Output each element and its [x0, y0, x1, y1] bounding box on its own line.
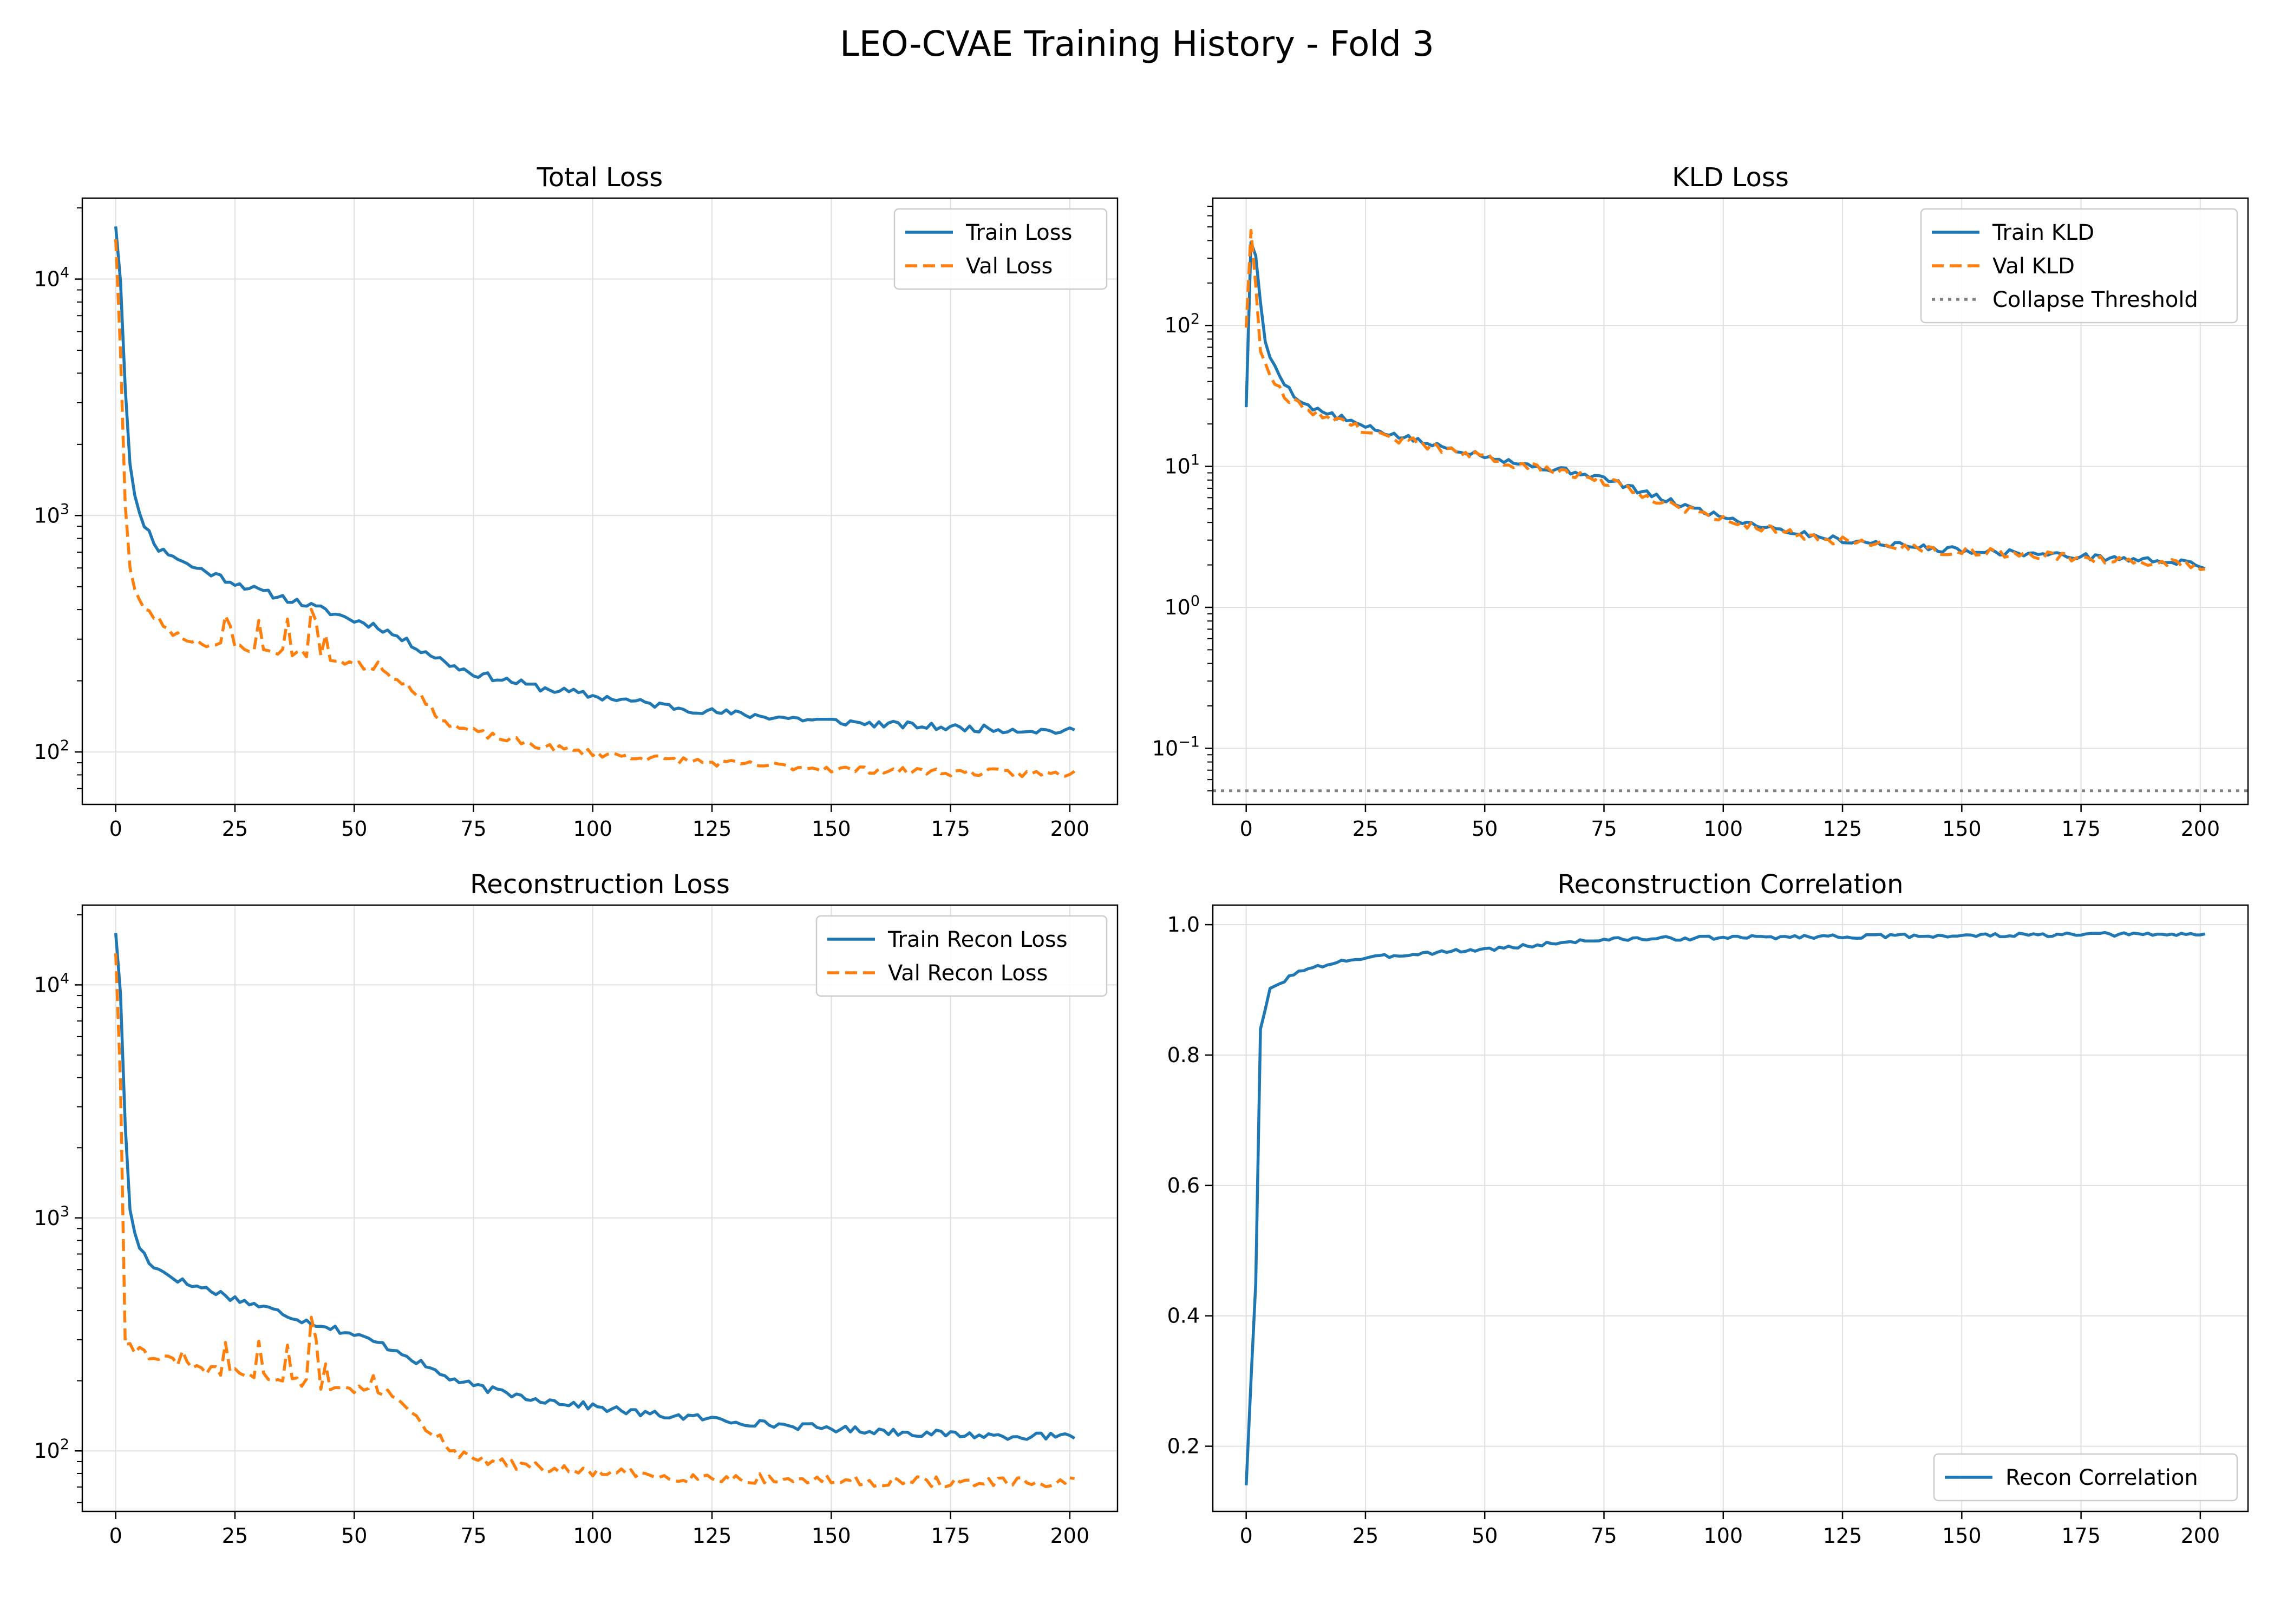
- subplot-4: 0 25 50 75 100 125 150 175 200 0.2 0.4 0.6 0.8 1.0 Rec…: [1167, 869, 2249, 1548]
- axes-frame: [81, 197, 1119, 806]
- x-tick-label: 0: [109, 1524, 122, 1548]
- axes-frame: [81, 904, 1119, 1512]
- axes-frame: [1212, 904, 2249, 1512]
- series-line-val-kld: [1244, 228, 2205, 571]
- x-tick-label: 175: [931, 817, 970, 841]
- legend-label: Val KLD: [1992, 254, 2075, 279]
- y-tick-label: 101: [1164, 452, 1200, 479]
- legend-label: Train KLD: [1992, 220, 2094, 245]
- axes-frame: [1212, 197, 2249, 806]
- y-tick-label: 103: [34, 501, 69, 527]
- y-tick-label: 100: [1164, 593, 1200, 619]
- y-tick-label: 0.6: [1167, 1174, 1200, 1197]
- subplot-2: 0 25 50 75 100 125 150 175 200 10−1 100 101 102 KLD L…: [1152, 162, 2249, 841]
- y-tick-label: 10−1: [1152, 734, 1200, 760]
- x-tick-label: 0: [1240, 817, 1253, 841]
- x-tick-label: 125: [692, 1524, 732, 1548]
- series-line-recon-correlation: [1244, 931, 2206, 1485]
- y-tick-label: 0.2: [1167, 1435, 1200, 1458]
- subplot-1: 0 25 50 75 100 125 150 175 200 102 103 104 Total Los…: [34, 162, 1119, 841]
- x-tick-label: 200: [2181, 817, 2220, 841]
- x-tick-label: 25: [222, 1524, 248, 1548]
- y-tick-label: 102: [34, 1436, 69, 1463]
- x-tick-label: 75: [1591, 1524, 1617, 1548]
- legend: Train Loss Val Loss: [893, 208, 1108, 290]
- y-tick-label: 102: [34, 737, 69, 764]
- y-tick-label: 104: [34, 970, 69, 997]
- series-line-val-loss: [114, 239, 1076, 778]
- legend: Train KLD Val KLD Collapse Threshold: [1920, 208, 2238, 324]
- y-tick-label: 0.4: [1167, 1304, 1200, 1328]
- legend-box: [1920, 208, 2238, 324]
- legend-label: Val Loss: [966, 254, 1053, 279]
- legend-label: Recon Correlation: [2005, 1465, 2198, 1490]
- figure-title: LEO-CVAE Training History - Fold 3: [840, 24, 1434, 64]
- x-tick-label: 0: [1240, 1524, 1253, 1548]
- legend-box: [815, 915, 1108, 997]
- x-tick-label: 150: [1942, 1524, 1982, 1548]
- x-tick-label: 100: [573, 817, 613, 841]
- legend-label: Collapse Threshold: [1992, 287, 2198, 312]
- x-tick-label: 200: [1050, 1524, 1090, 1548]
- x-tick-label: 200: [2181, 1524, 2220, 1548]
- x-tick-label: 150: [812, 1524, 851, 1548]
- legend: Recon Correlation: [1933, 1453, 2238, 1502]
- legend-box: [893, 208, 1108, 290]
- series-line-train-loss: [114, 226, 1075, 735]
- y-tick-label: 102: [1164, 311, 1200, 337]
- legend-box: [1933, 1453, 2238, 1502]
- x-tick-label: 100: [573, 1524, 613, 1548]
- x-tick-label: 75: [1591, 817, 1617, 841]
- x-tick-label: 75: [460, 1524, 486, 1548]
- x-tick-label: 25: [1352, 1524, 1378, 1548]
- legend-label: Val Recon Loss: [888, 961, 1048, 986]
- x-tick-label: 175: [931, 1524, 970, 1548]
- x-tick-label: 175: [2061, 1524, 2101, 1548]
- legend: Train Recon Loss Val Recon Loss: [815, 915, 1108, 997]
- subplot-3: 0 25 50 75 100 125 150 175 200 102 103 104 Reconstru…: [34, 869, 1119, 1548]
- x-tick-label: 75: [460, 817, 486, 841]
- legend-label: Train Loss: [965, 220, 1072, 245]
- x-tick-label: 125: [692, 817, 732, 841]
- x-tick-label: 50: [341, 1524, 367, 1548]
- x-tick-label: 50: [341, 817, 367, 841]
- x-tick-label: 25: [222, 817, 248, 841]
- subplot-title: KLD Loss: [1672, 162, 1789, 193]
- x-tick-label: 175: [2061, 817, 2101, 841]
- x-tick-label: 50: [1472, 817, 1498, 841]
- subplot-title: Reconstruction Loss: [470, 869, 730, 900]
- x-tick-label: 125: [1823, 1524, 1863, 1548]
- x-tick-label: 125: [1823, 817, 1863, 841]
- x-tick-label: 150: [1942, 817, 1982, 841]
- series-line-val-recon-loss: [114, 953, 1075, 1489]
- subplot-title: Reconstruction Correlation: [1557, 869, 1903, 900]
- series-line-train-recon-loss: [114, 933, 1076, 1441]
- x-tick-label: 100: [1704, 817, 1743, 841]
- x-tick-label: 200: [1050, 817, 1090, 841]
- y-tick-label: 103: [34, 1203, 69, 1230]
- x-tick-label: 100: [1704, 1524, 1743, 1548]
- y-tick-label: 104: [34, 265, 69, 291]
- legend-label: Train Recon Loss: [887, 927, 1068, 952]
- y-tick-label: 0.8: [1167, 1043, 1200, 1067]
- y-tick-label: 1.0: [1167, 913, 1200, 937]
- subplot-title: Total Loss: [537, 162, 663, 193]
- x-tick-label: 0: [109, 817, 122, 841]
- x-tick-label: 50: [1472, 1524, 1498, 1548]
- x-tick-label: 150: [812, 817, 851, 841]
- x-tick-label: 25: [1352, 817, 1378, 841]
